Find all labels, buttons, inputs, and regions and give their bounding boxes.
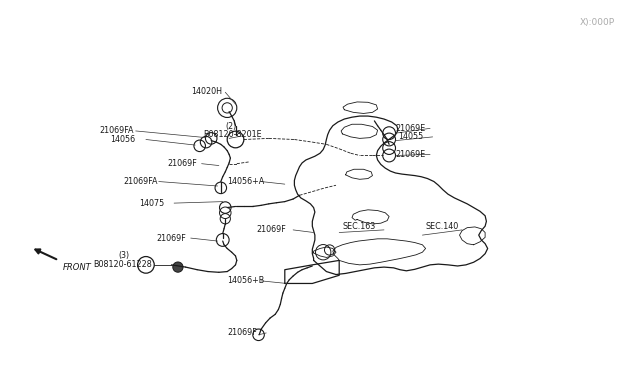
Text: SEC.163: SEC.163 bbox=[342, 222, 376, 231]
Circle shape bbox=[173, 262, 183, 272]
Text: 14055: 14055 bbox=[398, 132, 423, 141]
Text: 21069F: 21069F bbox=[227, 328, 257, 337]
Text: 14020H: 14020H bbox=[191, 87, 221, 96]
Text: X):000P: X):000P bbox=[579, 18, 614, 27]
Text: 21069FA: 21069FA bbox=[100, 126, 134, 135]
Text: SEC.140: SEC.140 bbox=[426, 222, 459, 231]
Text: 21069E: 21069E bbox=[396, 124, 426, 133]
Text: 21069F: 21069F bbox=[256, 225, 285, 234]
Text: 21069E: 21069E bbox=[396, 150, 426, 159]
Text: (2): (2) bbox=[225, 122, 237, 131]
Text: 14056: 14056 bbox=[110, 135, 135, 144]
Text: 21069F: 21069F bbox=[168, 159, 197, 168]
Text: 21069FA: 21069FA bbox=[123, 177, 157, 186]
Text: FRONT: FRONT bbox=[63, 263, 92, 272]
Text: 14075: 14075 bbox=[140, 199, 164, 208]
Text: (3): (3) bbox=[118, 251, 129, 260]
Text: B08120-61228: B08120-61228 bbox=[93, 260, 152, 269]
Text: B08120-8201E: B08120-8201E bbox=[204, 130, 262, 139]
Text: 14056+A: 14056+A bbox=[227, 177, 264, 186]
Text: 21069F: 21069F bbox=[157, 234, 186, 243]
Text: 14056+B: 14056+B bbox=[227, 276, 264, 285]
